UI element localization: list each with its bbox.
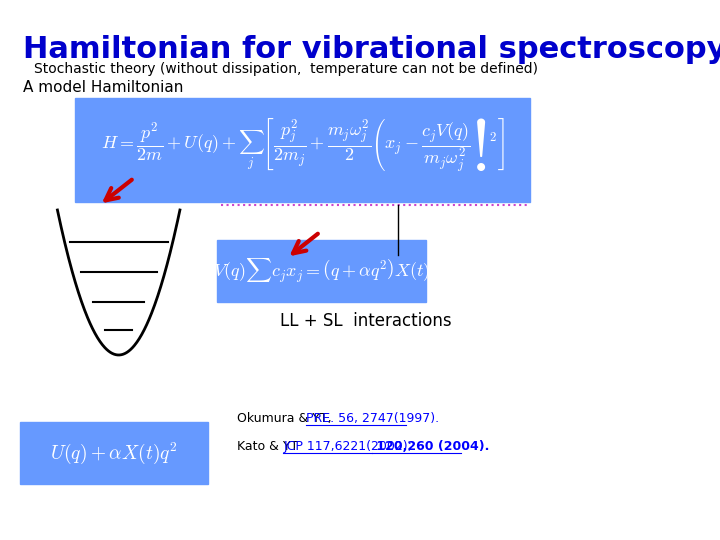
FancyBboxPatch shape <box>75 98 530 202</box>
Text: Okumura & YT,: Okumura & YT, <box>238 412 336 425</box>
Text: 120,260 (2004).: 120,260 (2004). <box>372 440 490 453</box>
Text: Hamiltonian for vibrational spectroscopy: Hamiltonian for vibrational spectroscopy <box>23 35 720 64</box>
FancyBboxPatch shape <box>20 422 208 484</box>
Text: PRE. 56, 2747(1997).: PRE. 56, 2747(1997). <box>306 412 439 425</box>
Text: Kato & YT: Kato & YT <box>238 440 302 453</box>
Text: $V(q)\sum c_j x_j = \left(q+\alpha q^2\right)X(t)$: $V(q)\sum c_j x_j = \left(q+\alpha q^2\r… <box>213 257 430 285</box>
Text: $H = \dfrac{p^2}{2m}+U(q)+\sum_j\left[\dfrac{p_j^2}{2m_j}+\dfrac{m_j\omega_j^2}{: $H = \dfrac{p^2}{2m}+U(q)+\sum_j\left[\d… <box>101 116 504 174</box>
Text: JCP 117,6221(2002);: JCP 117,6221(2002); <box>283 440 412 453</box>
Text: $U(q)+\alpha X(t)q^2$: $U(q)+\alpha X(t)q^2$ <box>50 440 178 465</box>
Text: LL + SL  interactions: LL + SL interactions <box>280 312 451 330</box>
Text: A model Hamiltonian: A model Hamiltonian <box>23 80 184 95</box>
FancyBboxPatch shape <box>217 240 426 302</box>
Text: Stochastic theory (without dissipation,  temperature can not be defined): Stochastic theory (without dissipation, … <box>35 62 539 76</box>
